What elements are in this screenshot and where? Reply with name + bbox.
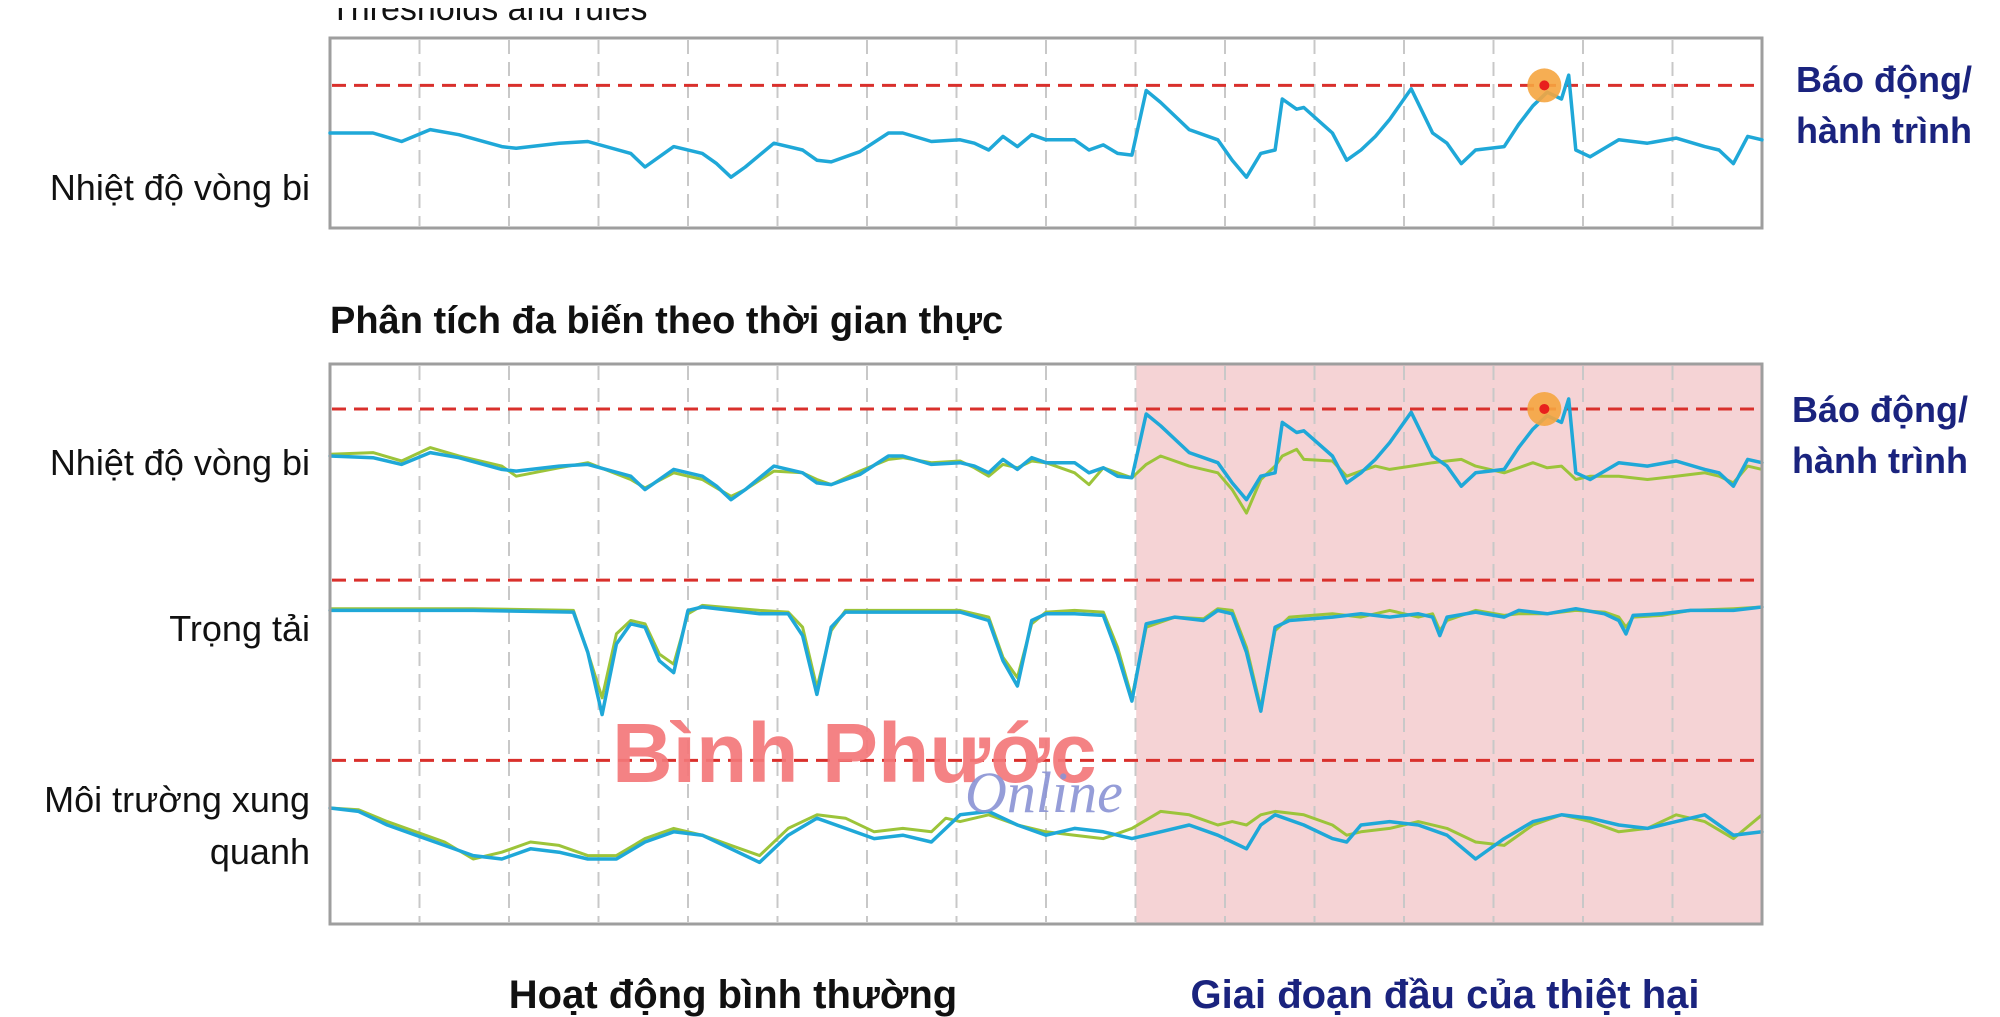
- row-label-load: Trọng tải: [169, 608, 310, 649]
- top-panel: [328, 36, 1764, 230]
- multivariate-frame: [328, 362, 1764, 926]
- multivariate-panel: [328, 362, 1764, 926]
- row-label-bearing-temperature: Nhiệt độ vòng bi: [50, 442, 310, 483]
- top-alarm-label-line1: Báo động/: [1796, 59, 1972, 100]
- watermark-main: Bình Phước: [612, 706, 1097, 800]
- main-alarm-label-line2: hành trình: [1792, 440, 1968, 481]
- series-line-bearing_temperature-model: [328, 446, 1764, 515]
- main-alarm-label-line1: Báo động/: [1792, 389, 1968, 430]
- multivariate-threshold-lines: [332, 407, 1760, 762]
- top-cutoff-mask: [0, 0, 2000, 8]
- alarm-marker-dot: [1539, 80, 1550, 91]
- row-label-ambient-line1: Môi trường xung: [44, 779, 310, 820]
- multivariate-gridlines: [418, 366, 1674, 922]
- top-row-label: Nhiệt độ vòng bi: [50, 167, 310, 208]
- multivariate-title: Phân tích đa biến theo thời gian thực: [330, 300, 1003, 342]
- multivariate-alarm-marker: [1527, 391, 1562, 426]
- bottom-label-normal: Hoạt động bình thường: [509, 973, 957, 1017]
- row-label-ambient-line2: quanh: [210, 831, 310, 872]
- bottom-label-damage: Giai đoạn đầu của thiệt hại: [1191, 973, 1700, 1017]
- watermark-sub: Online: [965, 760, 1123, 825]
- top-panel-gridlines: [418, 40, 1674, 226]
- top-alarm-marker: [1527, 68, 1562, 103]
- series-line-ambient-model: [328, 806, 1764, 861]
- alarm-marker-dot: [1539, 403, 1550, 414]
- series-line-ambient-measured: [328, 806, 1764, 865]
- top-alarm-label-line2: hành trình: [1796, 110, 1972, 151]
- series-line-load-measured: [328, 605, 1764, 717]
